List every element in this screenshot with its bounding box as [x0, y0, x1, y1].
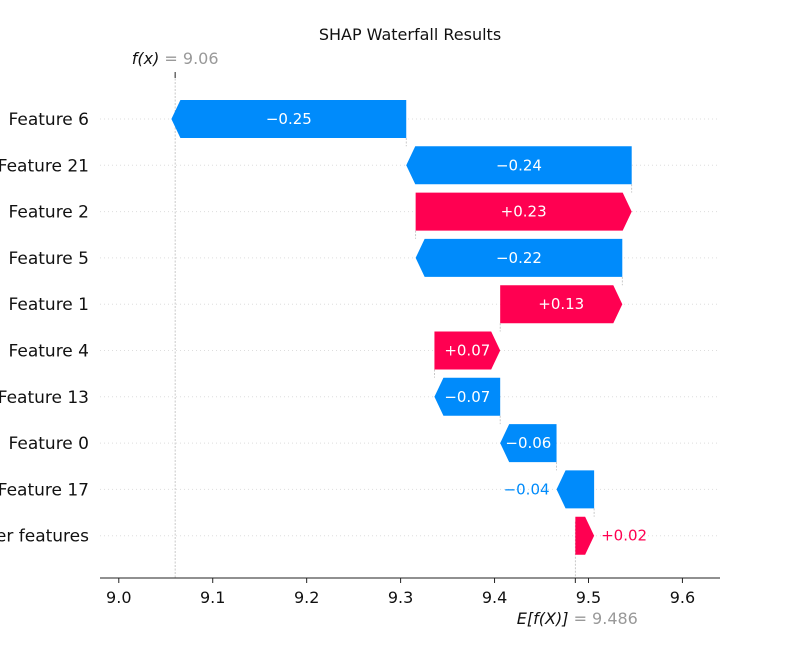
efx-label: E[f(X)]	[517, 609, 574, 628]
bar-value-label: +0.13	[538, 295, 584, 313]
bar-value-label: −0.06	[505, 434, 551, 452]
fx-annotation: f(x) = 9.06	[132, 49, 219, 68]
category-label: Feature 17	[0, 480, 89, 500]
rows-layer: Feature 6 Feature 21 Feature 2 Feature 5 Fea…	[0, 75, 720, 578]
negative-bar	[500, 424, 557, 463]
chart-title: SHAP Waterfall Results	[319, 25, 501, 44]
x-tick-label: 9.2	[294, 588, 319, 607]
x-tick-label: 9.6	[670, 588, 695, 607]
x-tick-label: 9.0	[106, 588, 131, 607]
annotations: f(x) = 9.06 E[f(X)] = 9.486	[132, 49, 638, 628]
bars-layer: −0.25 −0.24 +0.23 −0.22 +0.13 +0.07 −0.07 −0.06…	[171, 100, 647, 555]
positive-bar	[500, 285, 623, 324]
x-tick-label: 9.5	[576, 588, 601, 607]
bar-value-label: −0.25	[266, 110, 312, 128]
category-label: Feature 5	[9, 249, 89, 269]
bar-value-label: −0.24	[496, 156, 542, 174]
bar-value-label: −0.07	[444, 388, 490, 406]
positive-bar	[575, 516, 595, 555]
fx-label: f(x)	[132, 49, 165, 68]
category-label: Feature 2	[9, 203, 89, 223]
efx-value: = 9.486	[574, 609, 638, 628]
fx-value: = 9.06	[164, 49, 218, 68]
category-label: Feature 4	[9, 342, 89, 362]
category-label: Feature 6	[9, 110, 89, 130]
bar-value-label: −0.22	[496, 249, 542, 267]
negative-bar	[171, 100, 407, 138]
bar-value-label: +0.23	[501, 203, 547, 221]
category-label: Feature 0	[9, 434, 89, 454]
category-label: Feature 21	[0, 156, 89, 176]
negative-bar	[434, 377, 501, 416]
bar-value-label: −0.04	[504, 480, 550, 498]
x-tick-label: 9.1	[200, 588, 225, 607]
category-label: Feature 13	[0, 388, 89, 408]
negative-bar	[415, 238, 623, 277]
x-tick-label: 9.3	[388, 588, 413, 607]
category-label: Feature 1	[9, 295, 89, 315]
bar-value-label: +0.02	[601, 527, 647, 545]
bar-value-label: +0.07	[444, 342, 490, 360]
category-label: er features	[0, 527, 89, 547]
x-axis: 9.0 9.1 9.2 9.3 9.4 9.5 9.6	[100, 577, 720, 607]
negative-bar	[556, 470, 595, 509]
x-tick-label: 9.4	[482, 588, 507, 607]
positive-bar	[415, 192, 632, 231]
efx-annotation: E[f(X)] = 9.486	[517, 609, 638, 628]
positive-bar	[434, 331, 501, 370]
negative-bar	[406, 146, 632, 185]
